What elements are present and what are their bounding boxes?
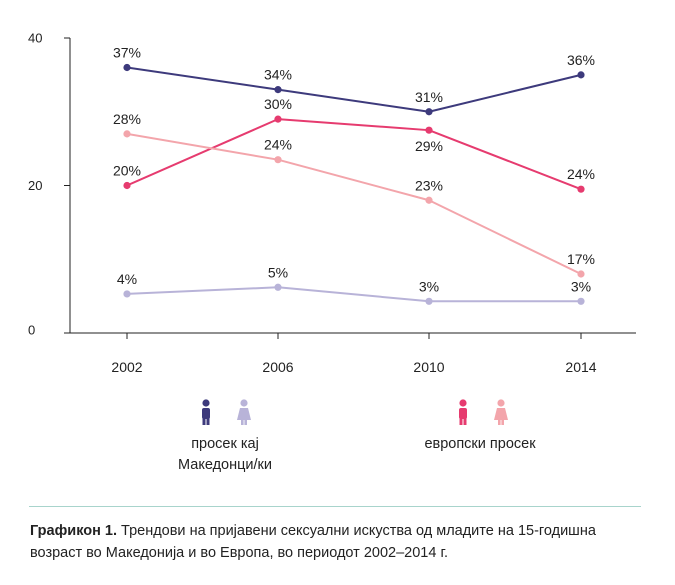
male-person-icon <box>202 399 210 425</box>
line-chart: 0 20 40 2002 2006 2010 2014 37% 34% 31% 36% 20% 30… <box>28 30 636 375</box>
data-point <box>274 86 282 94</box>
legend-icons-europe <box>453 398 513 433</box>
data-point <box>123 63 131 72</box>
data-point <box>274 156 282 164</box>
legend-label-europe: европски просек <box>400 434 560 455</box>
data-label: 4% <box>117 271 137 287</box>
data-label: 23% <box>415 177 443 193</box>
legend-icons-macedonia <box>196 398 256 433</box>
figure-caption: Графикон 1. Трендови на пријавени сексуа… <box>30 520 650 564</box>
x-tick-label: 2006 <box>262 359 293 375</box>
data-point <box>577 185 585 193</box>
series-line <box>126 66 582 113</box>
data-label: 36% <box>567 52 595 68</box>
data-point <box>274 115 282 123</box>
data-point <box>577 297 585 305</box>
data-point <box>425 196 433 204</box>
x-tick-labels: 2002 2006 2010 2014 <box>111 333 597 375</box>
data-label: 34% <box>264 67 292 83</box>
series-line <box>126 118 582 191</box>
caption-label: Графикон 1. <box>30 523 117 539</box>
series-2: 28% 24% 23% 17% <box>113 111 595 278</box>
data-label: 3% <box>419 278 439 294</box>
female-person-icon <box>494 399 508 425</box>
data-point <box>274 283 282 291</box>
legend-europe-line1: европски просек <box>424 436 536 452</box>
legend-macedonia-line1: просек кај <box>191 436 259 452</box>
x-tick-label: 2010 <box>413 359 444 375</box>
caption-divider <box>29 506 641 507</box>
data-point <box>425 108 433 116</box>
legend-macedonia-line2: Македонци/ки <box>178 457 272 473</box>
data-label: 3% <box>571 278 591 294</box>
data-point <box>123 290 131 298</box>
data-label: 24% <box>264 137 292 153</box>
data-label: 29% <box>415 138 443 154</box>
data-point <box>123 130 131 138</box>
data-label: 17% <box>567 251 595 267</box>
y-tick-label: 40 <box>28 30 42 45</box>
data-point <box>425 126 433 134</box>
data-label: 28% <box>113 111 141 127</box>
female-person-icon <box>237 399 251 425</box>
data-point <box>425 297 433 305</box>
series-3: 4% 5% 3% 3% <box>117 264 591 305</box>
data-label: 24% <box>567 166 595 182</box>
legend-label-macedonia: просек кај Македонци/ки <box>150 434 300 476</box>
data-point <box>577 270 585 278</box>
y-tick-labels: 0 20 40 <box>28 30 70 337</box>
data-point <box>577 71 585 79</box>
series-1: 20% 30% 29% 24% <box>113 96 595 193</box>
y-tick-label: 0 <box>28 322 35 337</box>
x-tick-label: 2002 <box>111 359 142 375</box>
data-label: 31% <box>415 89 443 105</box>
series-line <box>126 286 581 303</box>
data-label: 37% <box>113 45 141 61</box>
data-label: 5% <box>268 264 288 280</box>
data-label: 20% <box>113 163 141 179</box>
data-label: 30% <box>264 96 292 112</box>
y-tick-label: 20 <box>28 178 42 193</box>
data-point <box>123 181 131 190</box>
series-line <box>126 132 582 275</box>
series-0: 37% 34% 31% 36% <box>113 45 595 116</box>
series-layer: 37% 34% 31% 36% 20% 30% 29% 24% 28% 24% 23% 17% 4% 5%… <box>113 45 595 305</box>
x-tick-label: 2014 <box>565 359 596 375</box>
male-person-icon <box>459 399 467 425</box>
caption-text: Трендови на пријавени сексуални искуства… <box>30 523 596 561</box>
